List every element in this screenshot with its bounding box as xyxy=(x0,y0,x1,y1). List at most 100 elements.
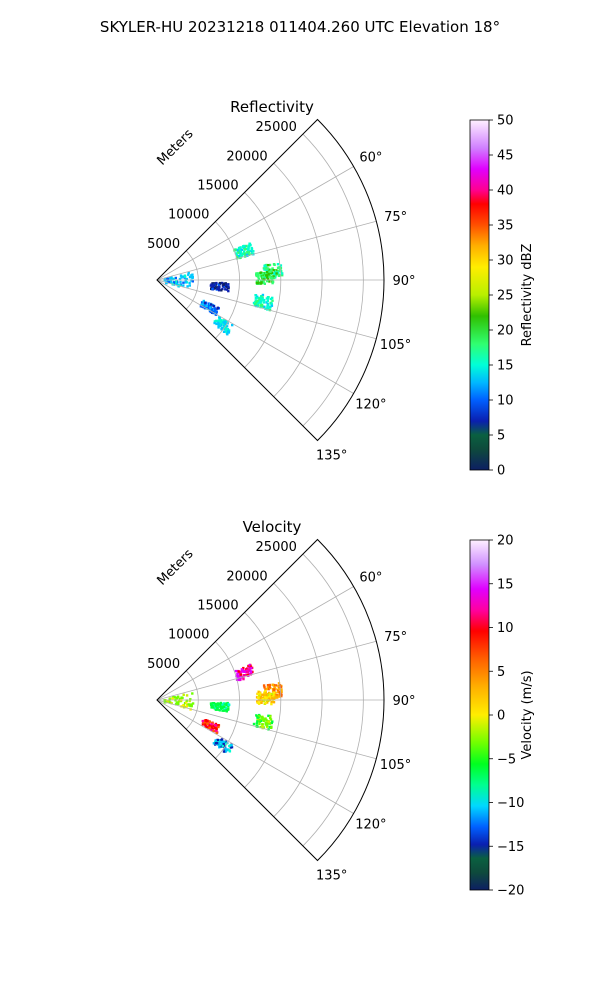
echo-gate xyxy=(189,284,191,286)
echo-gate xyxy=(277,694,279,696)
echo-gate xyxy=(215,320,217,322)
echo-gate xyxy=(240,251,242,253)
echo-gate xyxy=(182,282,184,284)
echo-gate xyxy=(270,727,272,729)
echo-gate xyxy=(209,306,211,308)
echo-gate xyxy=(188,282,190,284)
echo-gate xyxy=(192,280,194,282)
colorbar-tick-label: 5 xyxy=(497,665,505,680)
range-tick-label: 5000 xyxy=(147,237,180,252)
echo-gate xyxy=(263,265,265,267)
echo-gate xyxy=(250,667,252,669)
figure-suptitle: SKYLER-HU 20231218 011404.260 UTC Elevat… xyxy=(100,18,500,36)
azimuth-tick-label: 75° xyxy=(384,210,407,225)
range-tick-label: 25000 xyxy=(256,540,297,555)
echo-cluster xyxy=(200,300,220,316)
echo-gate xyxy=(214,724,216,726)
colorbar-tick-label: 30 xyxy=(497,254,514,269)
echo-gate xyxy=(191,274,193,276)
echo-gate xyxy=(209,720,211,722)
azimuth-tick-label: 90° xyxy=(392,274,415,289)
azimuth-tick-label: 120° xyxy=(355,818,386,833)
echo-gate xyxy=(214,309,216,311)
colorbar-tick-label: 50 xyxy=(497,114,514,129)
echo-gate xyxy=(270,278,272,280)
echo-gate xyxy=(216,742,218,744)
echo-gate xyxy=(273,701,275,703)
echo-gate xyxy=(257,276,259,278)
echo-gate xyxy=(211,705,213,707)
echo-gate xyxy=(241,249,243,251)
velocity-range-axis-label: Meters xyxy=(155,546,197,588)
echo-cluster xyxy=(164,692,195,710)
echo-gate xyxy=(258,703,260,705)
echo-gate xyxy=(218,742,220,744)
echo-gate xyxy=(223,741,225,743)
echo-gate xyxy=(204,302,206,304)
echo-gate xyxy=(215,282,217,284)
echo-cluster xyxy=(213,738,234,753)
azimuth-tick-label: 90° xyxy=(392,694,415,709)
echo-gate xyxy=(227,708,229,710)
colorbar-tick-label: 0 xyxy=(497,464,505,479)
echo-gate xyxy=(186,285,188,287)
azimuth-tick-label: 120° xyxy=(355,398,386,413)
echo-gate xyxy=(265,267,267,269)
reflectivity-colorbar-label: Reflectivity dBZ xyxy=(520,244,535,347)
echo-gate xyxy=(255,297,257,299)
echo-gate xyxy=(267,264,269,266)
echo-gate xyxy=(236,673,238,675)
range-tick-label: 5000 xyxy=(147,657,180,672)
echo-gate xyxy=(267,267,269,269)
echo-gate xyxy=(202,720,204,722)
echo-gate xyxy=(210,303,212,305)
azimuth-tick-label: 135° xyxy=(316,449,347,464)
echo-gate xyxy=(278,274,280,276)
azimuth-tick-label: 135° xyxy=(316,869,347,884)
echo-gate xyxy=(262,276,264,278)
echo-gate xyxy=(228,704,230,706)
echo-gate xyxy=(262,694,264,696)
echo-gate xyxy=(254,294,256,296)
echo-gate xyxy=(217,739,219,741)
echo-gate xyxy=(269,271,271,273)
echo-gate xyxy=(219,744,221,746)
echo-gate xyxy=(214,703,216,705)
velocity-colorbar-label: Velocity (m/s) xyxy=(520,670,535,759)
echo-gate xyxy=(217,726,219,728)
echo-gate xyxy=(271,276,273,278)
echo-gate xyxy=(256,722,258,724)
azimuth-spoke xyxy=(157,587,354,701)
echo-gate xyxy=(260,702,262,704)
echo-gate xyxy=(230,744,232,746)
echo-gate xyxy=(218,324,220,326)
echo-gate xyxy=(265,274,267,276)
echo-gate xyxy=(217,326,219,328)
echo-gate xyxy=(263,301,265,303)
echo-gate xyxy=(211,288,213,290)
echo-gate xyxy=(222,284,224,286)
colorbar-tick-label: 40 xyxy=(497,184,514,199)
velocity-colorbar: −20−15−10−505101520 Velocity (m/s) xyxy=(470,534,535,899)
echo-gate xyxy=(273,277,275,279)
echo-gate xyxy=(172,697,174,699)
echo-gate xyxy=(267,298,269,300)
azimuth-tick-label: 60° xyxy=(359,151,382,166)
echo-gate xyxy=(271,305,273,307)
azimuth-spoke xyxy=(157,700,376,759)
echo-gate xyxy=(217,307,219,309)
echo-gate xyxy=(238,670,240,672)
echo-gate xyxy=(228,749,230,751)
reflectivity-colorbar-bar xyxy=(470,120,489,470)
echo-cluster xyxy=(255,269,275,285)
echo-gate xyxy=(220,327,222,329)
echo-gate xyxy=(265,702,267,704)
echo-gate xyxy=(189,704,191,706)
echo-gate xyxy=(268,276,270,278)
echo-gate xyxy=(271,297,273,299)
echo-gate xyxy=(278,688,280,690)
echo-gate xyxy=(254,303,256,305)
echo-gate xyxy=(213,305,215,307)
echo-gate xyxy=(267,304,269,306)
colorbar-tick-label: 0 xyxy=(497,709,505,724)
